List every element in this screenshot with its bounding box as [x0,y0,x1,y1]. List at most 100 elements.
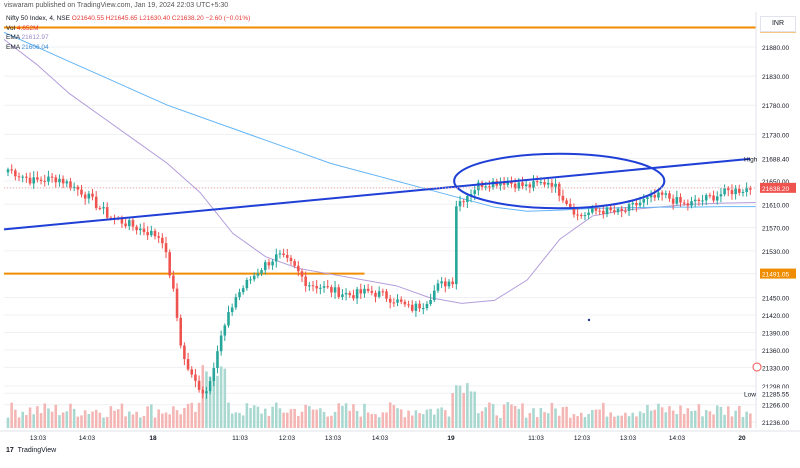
candle-body[interactable] [565,200,568,204]
candle-body[interactable] [274,254,278,262]
candle-body[interactable] [719,194,723,197]
candle-body[interactable] [234,297,238,308]
candle-body[interactable] [550,182,554,187]
candle-body[interactable] [668,193,671,199]
candle-body[interactable] [723,188,726,195]
candle-body[interactable] [333,287,337,293]
candle-body[interactable] [521,182,524,187]
candle-body[interactable] [738,188,741,193]
candle-body[interactable] [102,207,105,209]
candle-body[interactable] [230,307,234,313]
candle-body[interactable] [208,381,212,392]
candle-body[interactable] [671,198,675,204]
candle-body[interactable] [308,285,311,287]
candle-body[interactable] [513,183,517,189]
candle-body[interactable] [227,312,230,326]
candle-body[interactable] [135,226,138,231]
candle-body[interactable] [543,182,546,185]
ellipse-annotation[interactable] [453,152,666,210]
candle-body[interactable] [602,210,605,215]
trend-line[interactable] [3,157,751,231]
candle-body[interactable] [245,279,249,289]
candle-body[interactable] [311,285,315,287]
candle-body[interactable] [675,197,679,204]
candle-body[interactable] [693,199,697,202]
candle-body[interactable] [370,290,374,293]
candle-body[interactable] [425,303,429,309]
candle-body[interactable] [528,184,532,188]
candle-body[interactable] [69,181,72,189]
candle-body[interactable] [436,283,440,291]
candle-body[interactable] [197,380,201,390]
candle-body[interactable] [36,177,39,180]
candle-body[interactable] [315,286,318,289]
candle-body[interactable] [690,201,693,206]
candle-body[interactable] [322,286,326,288]
candle-body[interactable] [591,208,594,213]
candle-body[interactable] [638,202,642,206]
candle-body[interactable] [407,304,410,306]
candle-body[interactable] [366,288,370,291]
candle-body[interactable] [488,186,491,188]
candle-body[interactable] [326,286,330,288]
candle-body[interactable] [554,183,557,187]
candle-body[interactable] [341,294,344,297]
candle-body[interactable] [576,214,579,216]
candle-body[interactable] [444,281,447,287]
candle-body[interactable] [749,188,752,190]
candle-body[interactable] [352,295,355,299]
candle-body[interactable] [91,193,94,197]
candle-body[interactable] [517,182,521,189]
candle-body[interactable] [414,303,418,311]
candle-body[interactable] [337,287,341,297]
candle-body[interactable] [499,182,502,186]
candle-body[interactable] [726,188,730,191]
candle-body[interactable] [50,176,54,178]
candle-body[interactable] [462,201,465,203]
candle-body[interactable] [635,202,638,206]
candle-body[interactable] [734,188,737,195]
candle-body[interactable] [172,275,175,289]
candle-body[interactable] [355,289,359,299]
candle-body[interactable] [120,218,124,224]
candle-body[interactable] [359,289,363,294]
alert-clock-icon[interactable] [752,362,762,372]
candle-body[interactable] [300,271,304,277]
candle-body[interactable] [161,237,164,244]
candle-body[interactable] [94,196,98,209]
candle-body[interactable] [730,190,734,195]
candle-body[interactable] [624,210,627,212]
candle-body[interactable] [256,273,260,276]
candle-body[interactable] [278,253,282,255]
candle-body[interactable] [28,177,32,184]
candle-body[interactable] [605,207,609,215]
candle-body[interactable] [212,368,216,382]
candle-body[interactable] [539,182,543,184]
candle-body[interactable] [466,196,469,202]
candle-body[interactable] [649,195,653,198]
candle-body[interactable] [377,291,381,297]
candle-body[interactable] [657,192,660,198]
candle-body[interactable] [153,230,157,237]
candle-body[interactable] [429,300,432,304]
candle-body[interactable] [43,180,47,182]
candle-body[interactable] [168,252,171,276]
candle-body[interactable] [609,207,612,211]
candle-body[interactable] [385,291,388,299]
candle-body[interactable] [179,317,183,346]
candle-body[interactable] [205,391,208,394]
candle-body[interactable] [374,292,377,297]
candle-body[interactable] [646,197,649,200]
candle-body[interactable] [745,188,748,192]
candle-body[interactable] [532,181,535,188]
candle-body[interactable] [127,220,131,227]
candle-body[interactable] [260,270,263,274]
candle-body[interactable] [557,183,561,196]
candle-body[interactable] [381,291,385,293]
candle-body[interactable] [32,177,36,184]
candle-body[interactable] [282,253,285,255]
candle-body[interactable] [455,206,458,285]
candle-body[interactable] [701,200,704,202]
candle-body[interactable] [473,190,476,195]
